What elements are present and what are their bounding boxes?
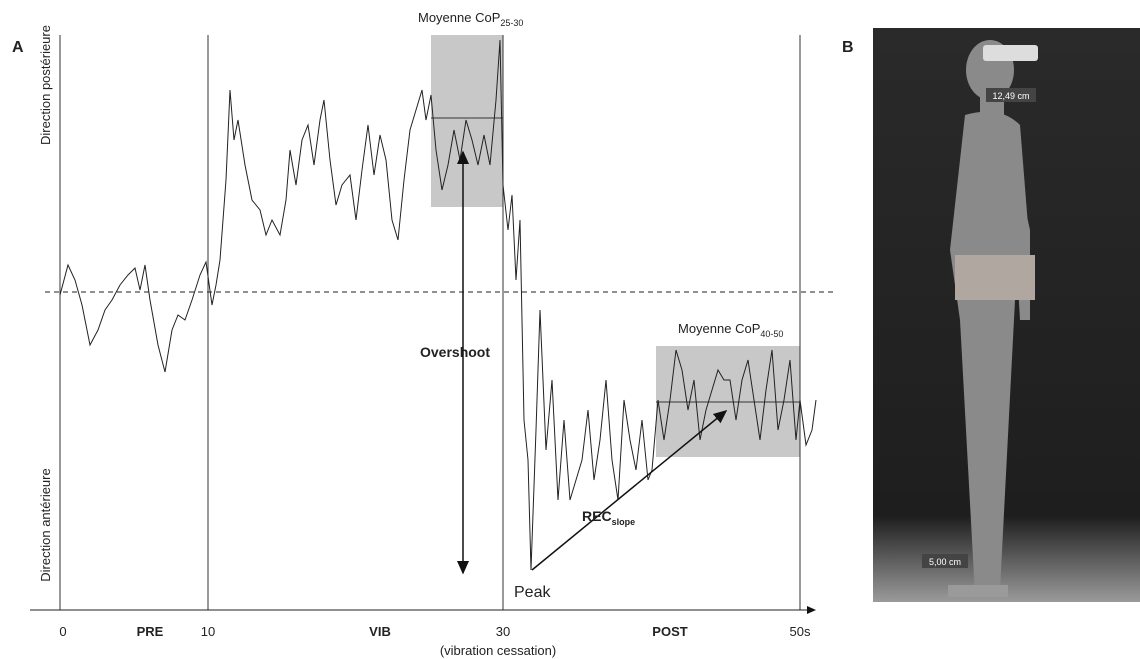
- box-subscript: 25-30: [500, 18, 523, 28]
- x-label: PRE: [137, 624, 164, 639]
- mean-box: [431, 35, 503, 207]
- box-title-text: Moyenne CoP: [678, 321, 760, 336]
- x-note: (vibration cessation): [440, 643, 556, 658]
- x-label: 0: [59, 624, 66, 639]
- x-label: 10: [201, 624, 215, 639]
- rec-arrow: [531, 410, 728, 571]
- rec-title: REC: [582, 508, 612, 524]
- rec-label: RECslope: [582, 508, 635, 527]
- overshoot-label: Overshoot: [420, 344, 490, 360]
- cop-trace: [59, 39, 817, 571]
- x-label: 30: [496, 624, 510, 639]
- measure-box: [986, 88, 1036, 102]
- rec-subscript: slope: [612, 517, 636, 527]
- box-subscript: 40-50: [760, 329, 783, 339]
- panel-label: A: [12, 39, 24, 56]
- measure-label: 5,00 cm: [929, 557, 961, 567]
- measure-label: 12,49 cm: [992, 91, 1029, 101]
- y-bottom-label: Direction antérieure: [38, 468, 53, 581]
- x-label: VIB: [369, 624, 391, 639]
- person-silhouette: [948, 40, 1035, 597]
- box-title-text: Moyenne CoP: [418, 10, 500, 25]
- box-title: Moyenne CoP25-30: [418, 10, 523, 28]
- phase-lines: [59, 35, 801, 610]
- panel-label: B: [842, 39, 854, 56]
- y-top-label: Direction postérieure: [38, 25, 53, 145]
- peak-label: Peak: [514, 584, 551, 601]
- measure-box: [922, 554, 968, 568]
- x-label: POST: [652, 624, 687, 639]
- x-label: 50s: [790, 624, 811, 639]
- goggles: [983, 45, 1038, 61]
- box-title: Moyenne CoP40-50: [678, 321, 783, 339]
